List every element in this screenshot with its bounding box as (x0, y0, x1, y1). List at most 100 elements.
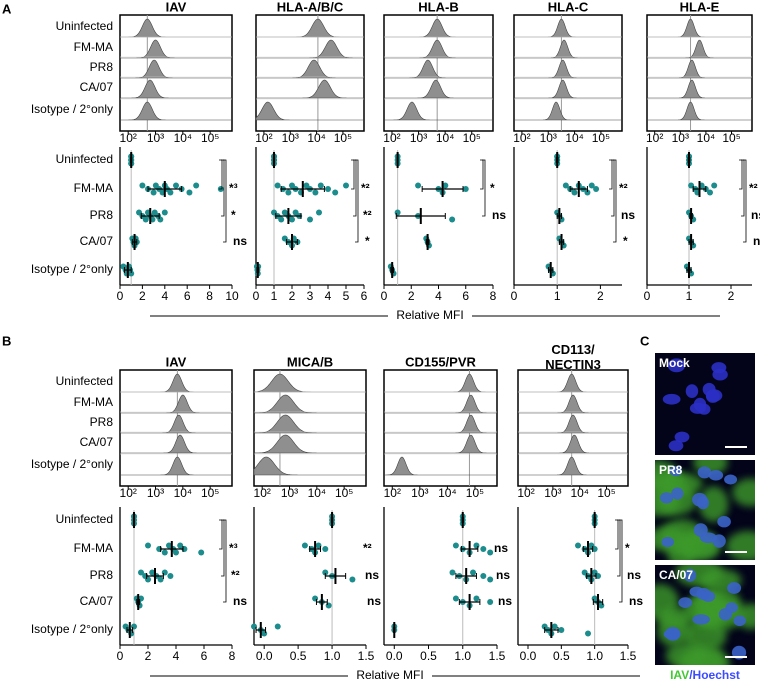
iav-signal (665, 642, 706, 665)
data-point (177, 542, 184, 549)
image-label: Mock (659, 356, 690, 370)
x-tick-label: 8 (229, 649, 236, 663)
x-tick-label: 6 (201, 649, 208, 663)
histogram (518, 456, 628, 476)
significance-bracket (480, 159, 484, 190)
significance-bracket (355, 159, 359, 243)
data-point (145, 542, 151, 549)
x-tick-label: 1.5 (358, 649, 375, 663)
significance-label: * (231, 208, 236, 222)
hist-tick-label: 10² (646, 131, 663, 145)
data-point (588, 182, 595, 189)
hist-tick-label: 10² (120, 486, 137, 500)
data-point (571, 189, 578, 196)
row-label: Uninfected (56, 512, 113, 526)
data-point (198, 549, 205, 556)
histogram (120, 456, 232, 476)
x-tick-label: 1.0 (324, 649, 341, 663)
data-point (315, 542, 322, 549)
x-tick-label: 3 (307, 289, 314, 303)
significance-label: *² (619, 181, 628, 195)
hist-tick-label: 10³ (147, 131, 164, 145)
significance-label: ns (629, 594, 643, 608)
x-tick-label: 5 (343, 289, 350, 303)
hist-tick-label: 10⁵ (201, 486, 219, 500)
column-title: IAV (166, 0, 187, 14)
column-title: IAV (166, 354, 187, 369)
data-point (167, 189, 174, 196)
significance-bracket (741, 159, 745, 217)
x-tick-label: 4 (161, 289, 168, 303)
legend-entry: /Hoechst (689, 668, 740, 682)
data-point (551, 623, 558, 630)
data-point (150, 189, 157, 196)
data-point (473, 542, 480, 549)
hist-tick-label: 10⁵ (463, 131, 481, 145)
data-point (142, 216, 149, 223)
histogram (384, 394, 497, 414)
x-tick-label: 0.0 (520, 649, 537, 663)
significance-label: *² (749, 181, 758, 195)
data-point (452, 542, 459, 549)
nucleus (697, 466, 712, 479)
data-point (312, 595, 319, 602)
row-label: PR8 (90, 208, 114, 222)
x-tick-label: 1.0 (586, 649, 603, 663)
significance-label: *² (363, 208, 372, 222)
nucleus (705, 389, 723, 402)
data-point (442, 182, 449, 189)
data-point (316, 209, 322, 216)
x-tick-label: 1 (271, 289, 278, 303)
x-tick-label: 0 (381, 289, 388, 303)
histogram (514, 59, 622, 79)
nucleus (661, 536, 675, 548)
x-axis-title: Relative MFI (396, 308, 463, 322)
data-point (128, 270, 135, 277)
histogram (120, 101, 232, 121)
histogram (384, 101, 493, 121)
data-point (139, 182, 146, 189)
data-point (317, 182, 324, 189)
nucleus (671, 487, 684, 500)
data-point (301, 542, 308, 549)
histogram (514, 101, 622, 121)
hist-tick-label: 10⁴ (174, 131, 193, 145)
significance-label: ns (367, 594, 381, 608)
panel-letter: A (2, 1, 12, 16)
x-tick-label: 1.5 (620, 649, 637, 663)
significance-label: ns (496, 568, 510, 582)
significance-bracket (613, 159, 617, 243)
row-label: Uninfected (56, 152, 113, 166)
data-point (161, 209, 168, 216)
significance-label: ns (751, 208, 760, 222)
x-tick-label: 1.0 (454, 649, 471, 663)
significance-label: *² (361, 181, 370, 195)
histogram (256, 79, 364, 99)
nucleus (667, 358, 686, 373)
x-tick-label: 4 (173, 649, 180, 663)
x-tick-label: 0 (511, 289, 518, 303)
data-point (462, 186, 469, 192)
data-point (452, 595, 459, 602)
hist-tick-label: 10⁴ (565, 131, 584, 145)
histogram (384, 434, 497, 454)
hist-tick-label: 10³ (410, 131, 427, 145)
column-title: CD155/PVR (405, 354, 476, 369)
hist-tick-label: 10² (517, 486, 534, 500)
histogram (256, 59, 364, 79)
micrograph: Mock (655, 353, 755, 455)
significance-label: ns (627, 568, 641, 582)
legend-entry: IAV (670, 668, 689, 682)
significance-bracket (619, 519, 623, 603)
x-tick-label: 1 (554, 289, 561, 303)
row-label: Isotype / 2°only (31, 262, 113, 276)
significance-bracket (615, 519, 619, 550)
hist-tick-label: 10² (254, 486, 271, 500)
image-label: CA/07 (659, 568, 693, 582)
data-point (349, 576, 356, 583)
hist-tick-label: 10⁴ (307, 131, 326, 145)
histogram (384, 79, 493, 99)
nucleus (692, 492, 708, 507)
x-tick-label: 0 (644, 289, 651, 303)
hist-tick-label: 10⁵ (466, 486, 484, 500)
